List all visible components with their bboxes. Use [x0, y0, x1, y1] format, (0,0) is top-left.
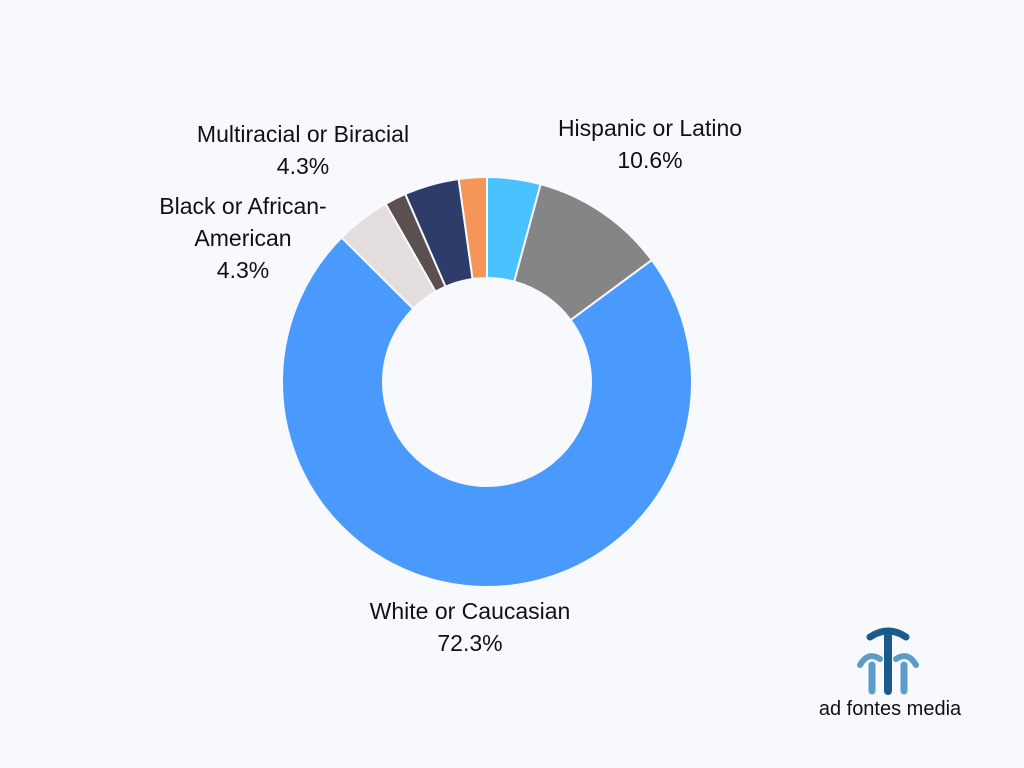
label-multiracial-or-biracial: Multiracial or Biracial 4.3%: [168, 118, 438, 182]
label-white-name: White or Caucasian: [369, 598, 571, 624]
label-white-value: 72.3%: [437, 630, 503, 656]
slice-unlabeled-5: [457, 175, 488, 281]
label-black-line2: American: [194, 225, 292, 251]
slice-white-or-caucasian: [281, 236, 693, 588]
label-black-or-african-american: Black or African- American 4.3%: [130, 190, 356, 286]
label-hispanic-name: Hispanic or Latino: [557, 115, 743, 141]
label-white-or-caucasian: White or Caucasian 72.3%: [330, 595, 610, 659]
label-hispanic-value: 10.6%: [617, 147, 683, 173]
label-multiracial-name: Multiracial or Biracial: [196, 121, 410, 147]
logo-text: ad fontes media: [818, 698, 962, 720]
label-multiracial-value: 4.3%: [276, 153, 330, 179]
label-black-line1: Black or African-: [159, 193, 327, 219]
label-hispanic-or-latino: Hispanic or Latino 10.6%: [530, 112, 770, 176]
fountain-icon: [857, 627, 919, 695]
label-black-value: 4.3%: [216, 257, 270, 283]
